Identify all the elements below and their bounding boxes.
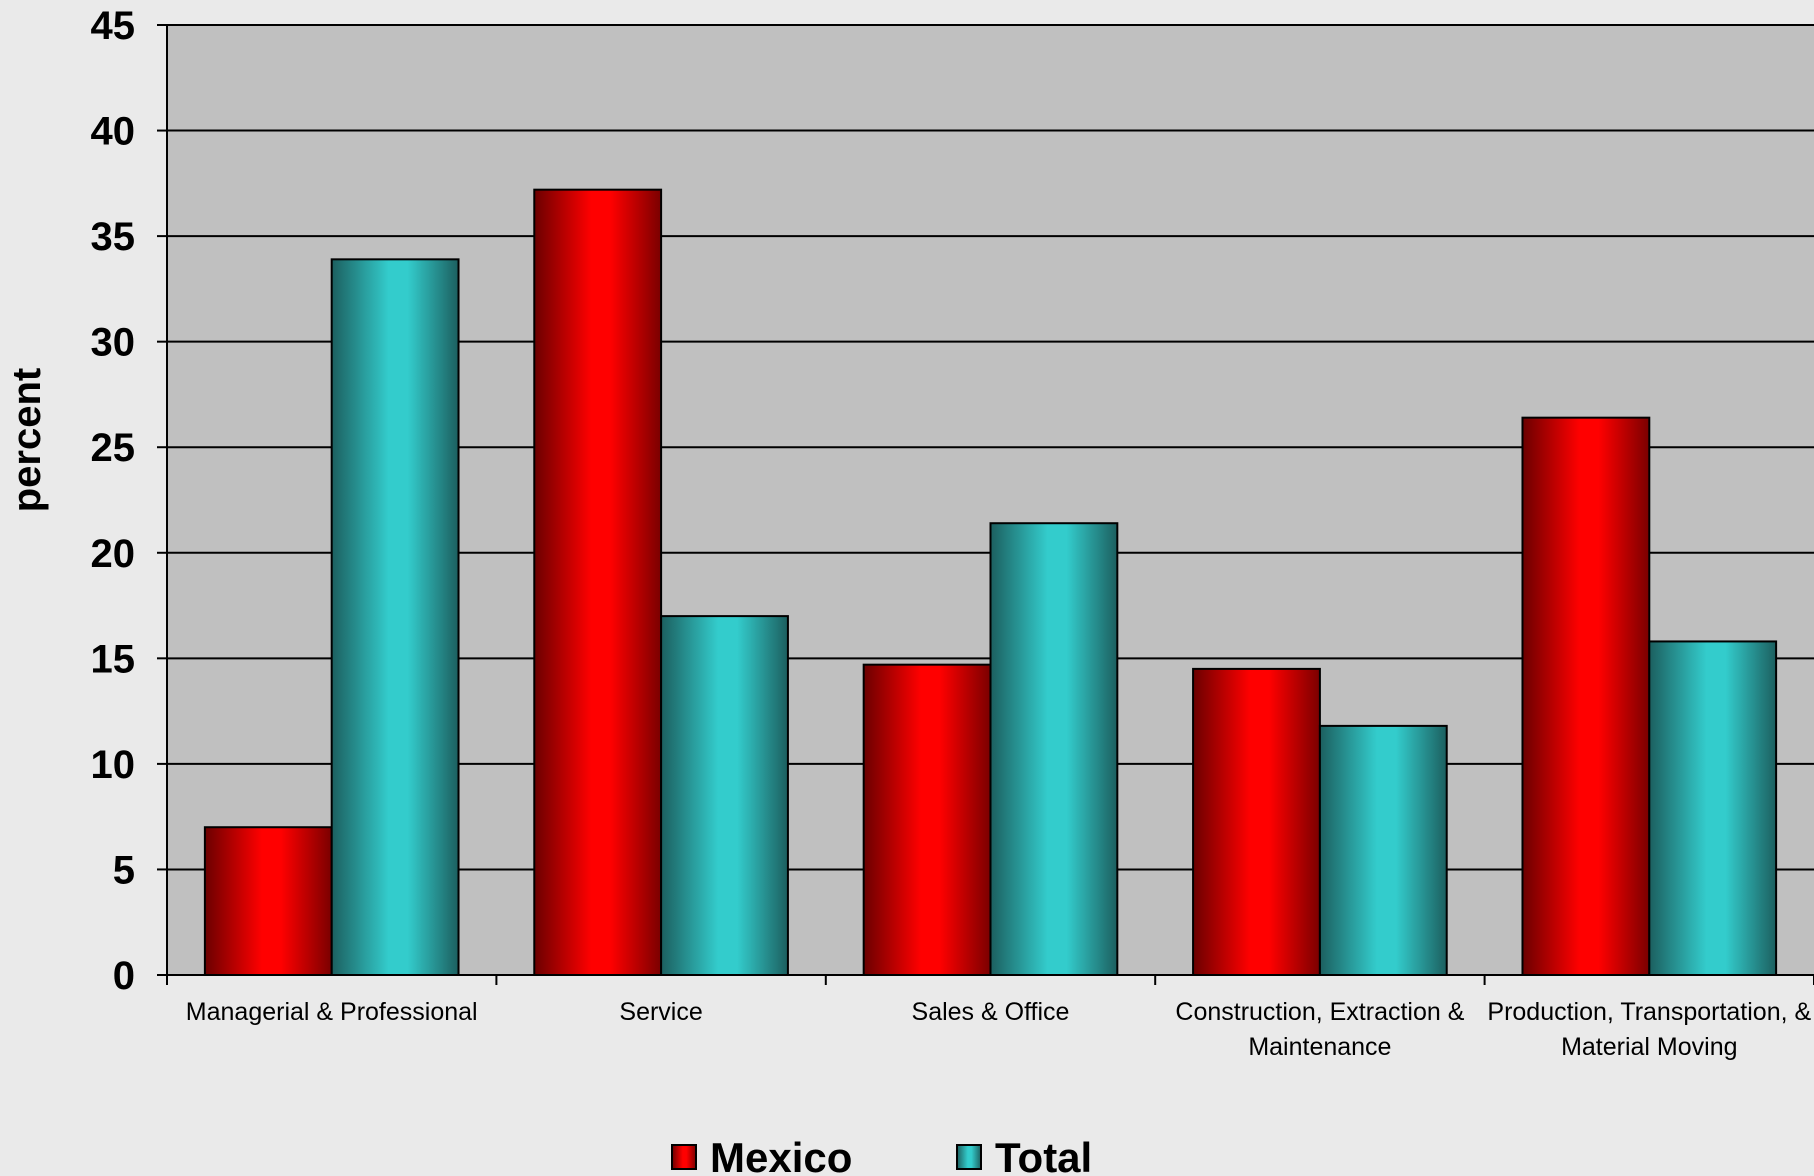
y-tick-label: 45	[91, 4, 136, 48]
bar-total	[330, 258, 460, 977]
bars	[203, 188, 1778, 977]
bar-mexico	[1192, 667, 1321, 977]
bar-total	[989, 522, 1119, 976]
bar-mexico	[203, 826, 333, 976]
x-tick-label: Production, Transportation, &	[1487, 998, 1811, 1026]
legend: Mexico Total	[671, 1134, 1092, 1176]
bar-total	[1648, 640, 1778, 976]
bar-mexico	[533, 188, 663, 976]
x-tick-label: Construction, Extraction &	[1175, 998, 1464, 1026]
y-tick-label: 0	[113, 954, 135, 998]
y-axis-label: percent	[5, 368, 49, 513]
bar-mexico	[1521, 416, 1651, 976]
legend-swatch-total	[956, 1144, 982, 1170]
x-tick-label: Maintenance	[1248, 1033, 1391, 1061]
y-tick-labels: 0 5 10 15 20 25 30 35 40 45	[91, 4, 136, 998]
x-tick-label: Material Moving	[1561, 1033, 1737, 1061]
y-tick-label: 5	[113, 848, 135, 892]
y-tick-label: 25	[91, 426, 136, 470]
bar-total	[1318, 724, 1448, 977]
y-tick-label: 15	[91, 637, 136, 681]
x-tick-label: Managerial & Professional	[186, 998, 478, 1026]
y-tick-label: 40	[91, 110, 136, 154]
x-tick-labels: Managerial & Professional Service Sales & …	[186, 998, 1812, 1061]
x-tick-label: Sales & Office	[912, 998, 1070, 1026]
y-tick-label: 35	[91, 215, 136, 259]
bar-mexico	[862, 663, 992, 977]
x-tick-label: Service	[619, 998, 702, 1026]
axes	[157, 24, 1814, 985]
legend-label-total: Total	[995, 1134, 1092, 1176]
y-tick-label: 10	[91, 743, 136, 787]
bar-total	[660, 615, 789, 976]
y-tick-label: 30	[91, 321, 136, 365]
y-tick-label: 20	[91, 532, 136, 576]
legend-label-mexico: Mexico	[710, 1134, 852, 1176]
legend-swatch-mexico	[671, 1144, 697, 1170]
